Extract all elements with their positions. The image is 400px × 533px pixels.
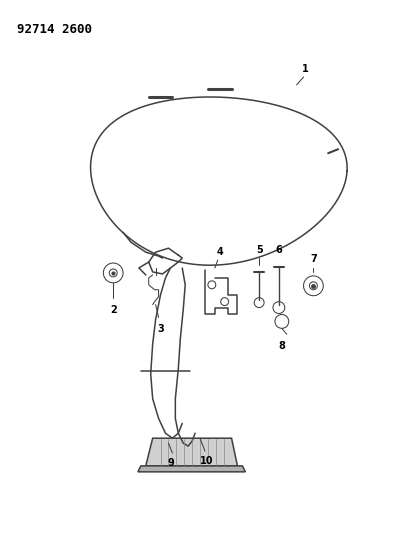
Text: 8: 8 bbox=[278, 341, 285, 351]
Text: 1: 1 bbox=[302, 64, 309, 74]
Text: 5: 5 bbox=[256, 245, 262, 255]
Text: 6: 6 bbox=[276, 245, 282, 255]
Text: 7: 7 bbox=[310, 254, 317, 264]
Text: 10: 10 bbox=[200, 456, 214, 466]
Text: 3: 3 bbox=[157, 325, 164, 334]
Polygon shape bbox=[146, 438, 238, 466]
Text: 2: 2 bbox=[110, 304, 116, 314]
Text: 4: 4 bbox=[216, 247, 223, 257]
Text: 9: 9 bbox=[167, 458, 174, 468]
Polygon shape bbox=[138, 466, 245, 472]
Text: 92714 2600: 92714 2600 bbox=[16, 22, 92, 36]
